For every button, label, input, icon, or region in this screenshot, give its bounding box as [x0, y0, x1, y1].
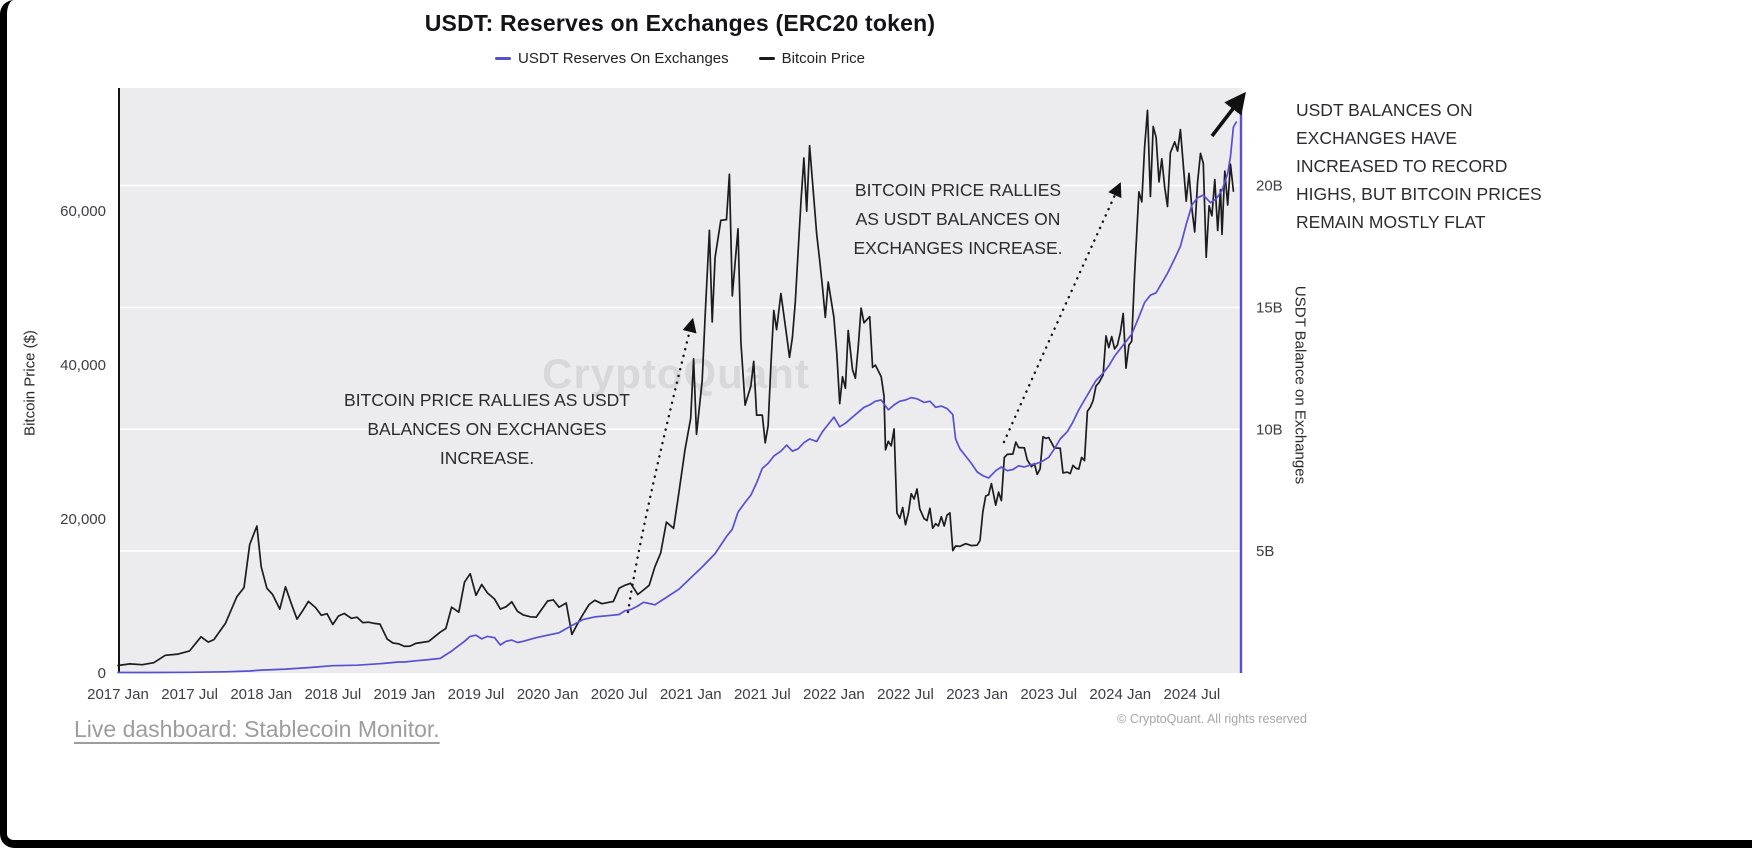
- x-tick-label: 2018 Jul: [304, 686, 361, 703]
- x-tick-label: 2022 Jul: [877, 686, 934, 703]
- y-axis-title-right: USDT Balance on Exchanges: [1291, 285, 1309, 485]
- legend-item-usdt-reserves[interactable]: USDT Reserves On Exchanges: [494, 50, 729, 67]
- legend-item-bitcoin-price[interactable]: Bitcoin Price: [758, 50, 866, 67]
- y-right-tick-label: 5B: [1256, 543, 1274, 560]
- chart-generated-layer: 0 20,000 40,000 60,000 5B 10B 15B 20B 2017 Jan 20…: [60, 88, 1283, 703]
- stablecoin-monitor-link[interactable]: Live dashboard: Stablecoin Monitor.: [74, 716, 440, 742]
- copyright-notice: © CryptoQuant. All rights reserved: [1117, 712, 1307, 726]
- usdt-reserves-line: [117, 121, 1238, 674]
- legend-marker-usdt: [494, 57, 511, 60]
- y-left-tick-label: 40,000: [60, 357, 106, 374]
- x-tick-label: 2024 Jan: [1089, 686, 1151, 703]
- y-right-tick-label: 10B: [1256, 421, 1283, 438]
- solid-arrow-top-right: [1210, 91, 1246, 138]
- x-tick-label: 2017 Jan: [87, 686, 149, 703]
- annotation-record-highs: USDT BALANCES ON EXCHANGES HAVE INCREASE…: [1296, 100, 1542, 232]
- x-tick-label: 2019 Jan: [374, 686, 436, 703]
- y-left-tick-label: 60,000: [60, 203, 106, 220]
- x-tick-label: 2022 Jan: [803, 686, 865, 703]
- y-right-tick-label: 20B: [1256, 178, 1283, 195]
- chart-title: USDT: Reserves on Exchanges (ERC20 token…: [424, 10, 936, 36]
- x-tick-label: 2020 Jan: [517, 686, 579, 703]
- legend-marker-bitcoin: [758, 57, 775, 60]
- x-tick-label: 2017 Jul: [161, 686, 218, 703]
- x-tick-label: 2019 Jul: [448, 686, 505, 703]
- y-left-tick-label: 20,000: [60, 511, 106, 528]
- legend-label-usdt: USDT Reserves On Exchanges: [517, 50, 729, 67]
- y-axis-title-left: Bitcoin Price ($): [21, 330, 39, 436]
- chart-legend: USDT Reserves On Exchanges Bitcoin Price: [118, 50, 1242, 67]
- x-tick-label: 2023 Jul: [1020, 686, 1077, 703]
- x-tick-label: 2023 Jan: [946, 686, 1008, 703]
- x-tick-label: 2021 Jan: [660, 686, 722, 703]
- annotation-rally-2020: BITCOIN PRICE RALLIES AS USDT BALANCES O…: [344, 390, 630, 468]
- legend-label-bitcoin: Bitcoin Price: [781, 50, 866, 67]
- bitcoin-price-line: [117, 109, 1235, 667]
- y-left-tick-label: 0: [98, 665, 106, 682]
- annotation-arrows: [626, 91, 1246, 614]
- x-tick-label: 2021 Jul: [734, 686, 791, 703]
- x-tick-label: 2020 Jul: [591, 686, 648, 703]
- x-tick-label: 2024 Jul: [1164, 686, 1221, 703]
- y-right-tick-label: 15B: [1256, 299, 1283, 316]
- x-tick-label: 2018 Jan: [230, 686, 292, 703]
- annotation-rally-2023: BITCOIN PRICE RALLIES AS USDT BALANCES O…: [853, 180, 1063, 258]
- dotted-arrow-middle: [1002, 182, 1122, 444]
